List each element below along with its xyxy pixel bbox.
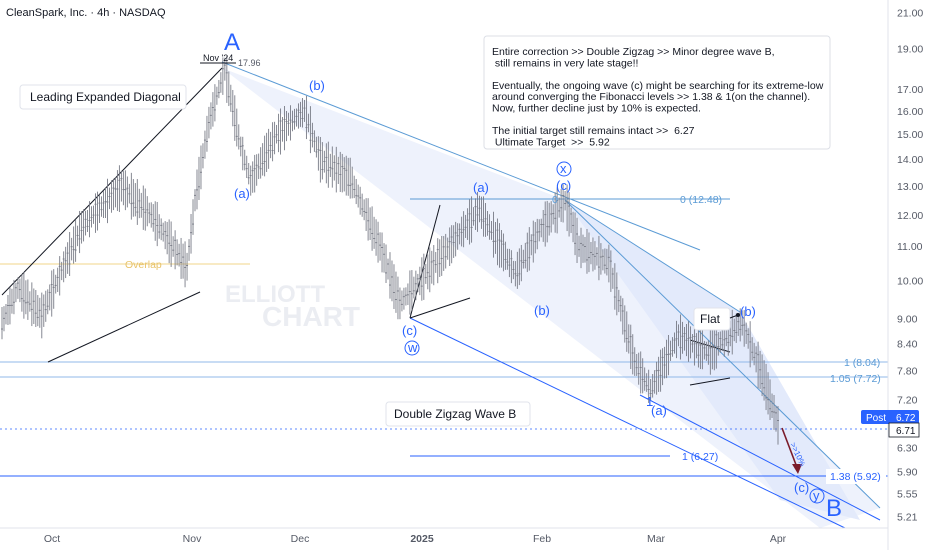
leading-diagonal-label: Leading Expanded Diagonal <box>30 90 181 104</box>
channel-c-upper-line <box>564 199 741 313</box>
last-price-badge <box>888 422 920 438</box>
wave-label-a2: (a) <box>473 180 489 195</box>
note-line-7: The initial target still remains intact … <box>492 125 695 137</box>
channel-fill-main <box>222 68 880 528</box>
leading-diagonal-box <box>19 84 187 110</box>
note-line-4: around converging the Fibonacci levels >… <box>492 91 810 103</box>
wave-x-circle <box>556 161 572 177</box>
x-tick-4: Feb <box>533 533 551 545</box>
wave-label-a1: (a) <box>234 186 250 201</box>
x-tick-2: Dec <box>291 533 310 545</box>
post-badge <box>861 410 919 424</box>
flat-label: Flat <box>700 312 721 326</box>
fib-label-0: 0 (12.48) <box>680 194 722 206</box>
y-tick-6: 13.00 <box>897 181 923 193</box>
wave-label-b3: (b) <box>740 304 756 319</box>
note-text: Entire correction >> Double Zigzag >> Mi… <box>492 46 824 148</box>
wave-label-c3: (c) <box>794 480 809 495</box>
note-line-5: Now, further decline just by 10% is expe… <box>492 103 701 115</box>
y-tick-8: 11.00 <box>897 241 923 253</box>
wave-label-c1: (c) <box>402 323 417 338</box>
x-axis-ticks: Oct Nov Dec 2025 Feb Mar Apr <box>44 533 787 545</box>
flat-pointer-dot <box>736 313 740 317</box>
wave-label-b1: (b) <box>309 78 325 93</box>
last-price-value: 6.71 <box>896 426 916 437</box>
x-tick-3: 2025 <box>410 533 434 545</box>
channel-c-line <box>564 199 881 509</box>
note-box <box>483 35 831 150</box>
wave-b-label: B <box>826 495 842 522</box>
y-tick-7: 12.00 <box>897 210 923 222</box>
x-tick-5: Mar <box>647 533 666 545</box>
y-tick-1: 19.00 <box>897 44 923 56</box>
overlap-label: Overlap <box>125 259 162 271</box>
y-tick-13: 7.20 <box>897 394 918 406</box>
y-axis-ticks: 21.00 19.00 17.00 16.00 15.00 14.00 13.00 12.00… <box>897 8 923 524</box>
wave-w-circle <box>404 340 420 356</box>
wave-label-w: w <box>407 340 418 355</box>
candles <box>1 55 779 445</box>
channel-upper-line <box>221 61 701 251</box>
y-tick-16: 5.55 <box>897 488 918 500</box>
fib-label-592-bg <box>826 469 886 484</box>
post-badge-label: Post <box>866 413 886 424</box>
fib-label-627: 1 (6.27) <box>682 451 718 463</box>
double-zigzag-box <box>385 401 531 427</box>
wave-y-circle <box>809 488 825 504</box>
wave-label-1: 1 <box>646 394 653 409</box>
y-tick-11: 8.40 <box>897 339 918 351</box>
y-tick-12: 7.80 <box>897 365 918 377</box>
double-zigzag-label: Double Zigzag Wave B <box>394 407 516 421</box>
y-tick-5: 14.00 <box>897 154 923 166</box>
y-tick-0: 21.00 <box>897 8 923 20</box>
watermark-chart: CHART <box>262 301 360 332</box>
target-arrow-line <box>781 427 799 471</box>
wave-label-a3: (a) <box>651 403 667 418</box>
y-tick-14: 6.30 <box>897 443 918 455</box>
fib-label-1: 1 (8.04) <box>844 357 880 369</box>
note-line-3: Eventually, the ongoing wave (c) might b… <box>492 80 824 92</box>
y-tick-17: 5.21 <box>897 511 918 523</box>
flat-box <box>693 307 731 331</box>
x-tick-0: Oct <box>44 533 60 545</box>
w-triangle-lower <box>409 297 471 319</box>
note-line-8: Ultimate Target >> 5.92 <box>492 136 610 148</box>
w-triangle-upper <box>409 204 441 319</box>
wave-label-y: y <box>813 488 820 503</box>
flat-triangle-lower <box>689 377 731 386</box>
y-tick-10: 9.00 <box>897 314 918 326</box>
wave-label-b2: (b) <box>534 303 550 318</box>
high-value-label: 17.96 <box>238 58 261 68</box>
watermark-elliott: ELLIOTT <box>225 281 325 308</box>
wave-label-x: x <box>560 161 567 176</box>
wave-a-label: A <box>224 29 240 56</box>
y-tick-9: 10.00 <box>897 276 923 288</box>
y-tick-4: 15.00 <box>897 129 923 141</box>
target-arrow-head <box>792 464 802 474</box>
x-tick-6: Apr <box>770 533 787 545</box>
fib-zero-marker: 0 <box>552 194 558 206</box>
fib-label-592: 1.38 (5.92) <box>830 471 881 483</box>
y-tick-15: 5.90 <box>897 466 918 478</box>
wave-label-c2: (c) <box>556 178 571 193</box>
diagonal-lower-line <box>47 291 201 363</box>
post-badge-price: 6.72 <box>896 413 916 424</box>
x-tick-1: Nov <box>183 533 202 545</box>
fib-label-105: 1.05 (7.72) <box>830 373 881 385</box>
note-line-0: Entire correction >> Double Zigzag >> Mi… <box>492 46 775 58</box>
channel-c-lower-line <box>639 394 881 521</box>
y-tick-2: 17.00 <box>897 84 923 96</box>
y-tick-3: 16.00 <box>897 106 923 118</box>
chart-title: CleanSpark, Inc. · 4h · NASDAQ <box>6 7 166 19</box>
note-line-1: still remains in very late stage!! <box>492 57 638 69</box>
channel-lower-line <box>409 317 846 529</box>
nov-label: Nov '24 <box>203 53 233 63</box>
